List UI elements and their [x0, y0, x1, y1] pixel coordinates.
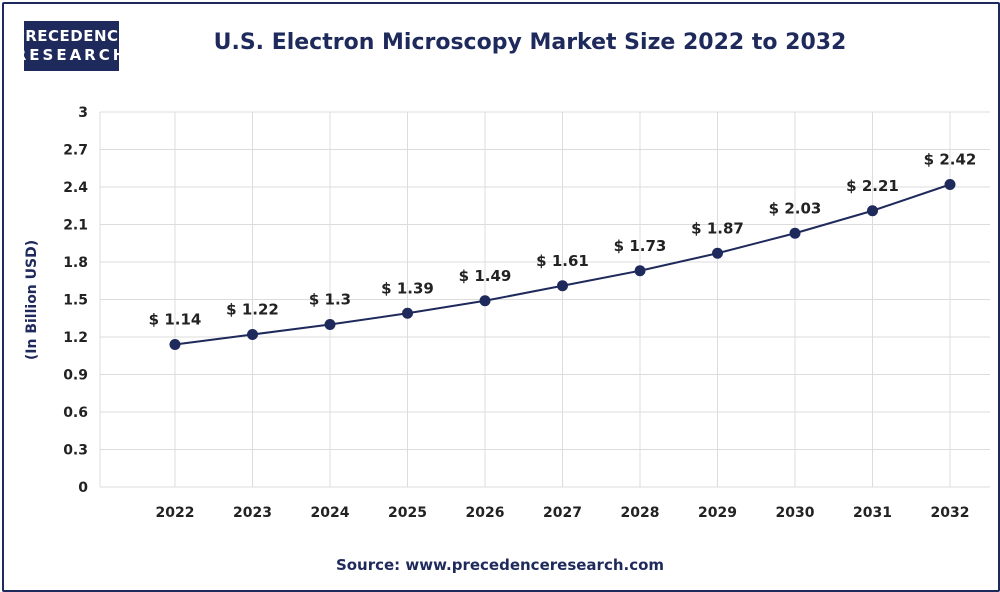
chart-title: U.S. Electron Microscopy Market Size 202…	[213, 30, 847, 55]
y-tick-label: 1.2	[63, 330, 88, 346]
x-tick-label: 2032	[931, 505, 970, 521]
data-point	[867, 205, 878, 217]
data-point	[402, 307, 413, 319]
data-point	[789, 227, 801, 239]
x-tick-label: 2031	[853, 505, 892, 521]
x-tick-label: 2026	[466, 505, 505, 521]
y-tick-label: 1.5	[63, 293, 88, 309]
data-label: $ 2.03	[769, 199, 822, 217]
data-label: $ 2.21	[846, 177, 899, 195]
data-point	[479, 295, 491, 307]
y-tick-label: 0.9	[63, 368, 88, 384]
x-tick-label: 2024	[311, 505, 350, 521]
data-point	[634, 265, 646, 277]
x-tick-label: 2028	[621, 505, 660, 521]
data-point	[557, 280, 568, 292]
x-tick-label: 2025	[388, 505, 427, 521]
x-tick-label: 2022	[156, 505, 195, 521]
logo-line-2: RESEARCH	[14, 46, 129, 64]
y-tick-label: 0.6	[63, 405, 88, 421]
x-tick-label: 2027	[543, 505, 582, 521]
source-note: Source: www.precedenceresearch.com	[335, 556, 665, 574]
x-tick-label: 2030	[776, 505, 815, 521]
y-tick-label: 2.4	[63, 180, 88, 196]
y-tick-label: 2.7	[63, 143, 88, 159]
y-tick-label: 3	[78, 105, 88, 121]
data-label: $ 1.3	[309, 291, 351, 309]
data-point	[712, 247, 723, 259]
x-tick-label: 2029	[698, 505, 737, 521]
y-tick-label: 1.8	[63, 255, 88, 271]
x-tick-labels: 2022 2023 2024 2025 2026 2027 2028 2029 2030 2031…	[156, 505, 970, 521]
grid-layer	[99, 111, 990, 488]
data-label: $ 1.49	[459, 267, 512, 285]
data-label: $ 1.73	[614, 237, 667, 255]
y-tick-label: 0.3	[63, 443, 88, 459]
data-point	[247, 329, 258, 340]
x-tick-label: 2023	[233, 505, 272, 521]
data-labels: $ 1.14 $ 1.22 $ 1.3 $ 1.39 $ 1.49 $ 1.61 $ 1.7…	[149, 151, 977, 329]
data-point	[169, 339, 181, 350]
y-axis-label: (In Billion USD)	[24, 240, 40, 360]
data-label: $ 2.42	[924, 151, 977, 169]
y-tick-labels: 0 0.3 0.6 0.9 1.2 1.5 1.8 2.1 2.4 2.7 3	[63, 105, 88, 496]
y-tick-label: 2.1	[63, 218, 88, 234]
data-label: $ 1.22	[226, 301, 279, 319]
y-tick-label: 0	[78, 480, 88, 496]
data-point	[944, 179, 956, 190]
data-label: $ 1.39	[381, 279, 434, 297]
data-point	[324, 319, 336, 330]
brand-logo: PRECEDENCE RESEARCH	[14, 21, 129, 71]
data-label: $ 1.87	[691, 219, 744, 237]
data-label: $ 1.14	[149, 311, 202, 329]
data-label: $ 1.61	[536, 252, 589, 270]
logo-line-1: PRECEDENCE	[13, 27, 130, 45]
series-layer	[169, 179, 956, 350]
